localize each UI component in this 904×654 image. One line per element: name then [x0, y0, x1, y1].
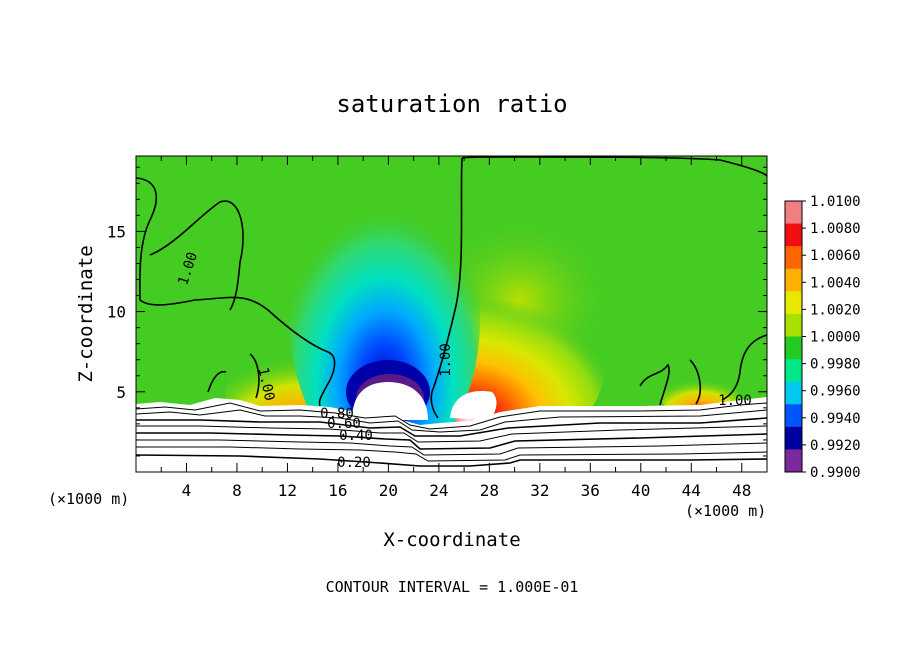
colorbar-swatch: [785, 223, 802, 247]
contour-1.00-upper-left: [136, 177, 336, 407]
contour-lines: [136, 156, 767, 467]
colorbar-swatch: [785, 313, 802, 337]
contour-labels: 1.00 1.00 1.00 1.00 0.80 0.60 0.40 0.20: [175, 250, 751, 471]
colorbar-swatch: [785, 268, 802, 292]
colorbar-swatch: [785, 336, 802, 360]
y-tick-label: 10: [107, 303, 126, 322]
colorbar-label: 0.9960: [810, 384, 861, 400]
y-axis-label: Z-coordinate: [75, 245, 97, 382]
contour-0.60: [136, 425, 767, 443]
colorbar: 1.0100 1.0080 1.0060 1.0040 1.0020 1.0000 0.99…: [784, 194, 861, 481]
contour-0.20: [136, 454, 767, 467]
colorbar-label: 1.0100: [810, 194, 861, 210]
contour-1.00-right-patch-2: [689, 359, 702, 405]
colorbar-swatch: [785, 291, 802, 315]
contour-1.00-hump: [149, 200, 244, 311]
contour-label: 0.20: [337, 455, 371, 471]
x-axis-ticks: 4 8 12 16 20 24 28 32 36 40 44 48: [160, 156, 751, 500]
colorbar-swatch: [785, 426, 802, 450]
x-tick-label: 48: [732, 481, 751, 500]
x-tick-label: 36: [581, 481, 600, 500]
contour-0.90: [136, 402, 767, 430]
colorbar-label: 0.9920: [810, 438, 861, 454]
y-tick-label: 5: [116, 383, 126, 402]
x-tick-label: 16: [328, 481, 347, 500]
plot-frame: [135, 155, 768, 473]
plume-hole: [352, 382, 428, 420]
y-axis-ticks: 5 10 15: [107, 166, 767, 457]
y-tick-label: 15: [107, 222, 126, 241]
colorbar-swatch: [785, 449, 802, 473]
x-axis-label: X-coordinate: [383, 529, 520, 551]
contour-0.40: [136, 439, 767, 456]
x-tick-label: 40: [631, 481, 650, 500]
x-unit-right: (×1000 m): [685, 502, 766, 520]
contour-label: 0.80: [320, 406, 354, 422]
contour-1.00-left-mid: [249, 353, 260, 399]
contour-1.00-center-down: [430, 157, 463, 419]
chart-title: saturation ratio: [336, 90, 567, 118]
contour-label: 1.00: [438, 343, 454, 377]
colorbar-label: 1.0040: [810, 275, 861, 291]
x-tick-label: 20: [379, 481, 398, 500]
contour-1.00-right: [721, 334, 767, 401]
colorbar-swatch: [785, 201, 802, 225]
plot-area: 1.00 1.00 1.00 1.00 0.80 0.60 0.40 0.20: [136, 156, 767, 472]
contour-0.70: [136, 417, 767, 437]
colorbar-label: 1.0060: [810, 248, 861, 264]
colorbar-swatch: [785, 359, 802, 383]
colorbar-label: 1.0000: [810, 330, 861, 346]
colorbar-label: 0.9940: [810, 411, 861, 427]
contour-label: 1.00: [255, 366, 278, 402]
contour-0.30: [136, 446, 767, 462]
contour-0.80: [136, 409, 767, 433]
x-tick-label: 24: [429, 481, 448, 500]
x-tick-label: 4: [182, 481, 192, 500]
x-tick-label: 44: [682, 481, 701, 500]
right-white-core: [450, 391, 497, 420]
colorbar-swatch: [785, 381, 802, 405]
contour-label: 0.40: [339, 428, 373, 444]
colorbar-label: 0.9980: [810, 357, 861, 373]
contour-interval-note: CONTOUR INTERVAL = 1.000E-01: [326, 578, 579, 596]
colorbar-swatch: [785, 246, 802, 270]
colorbar-label: 0.9900: [810, 465, 861, 481]
contour-1.00-right-patch: [639, 363, 670, 406]
colorbar-label: 1.0080: [810, 221, 861, 237]
x-tick-label: 8: [232, 481, 242, 500]
x-tick-label: 12: [278, 481, 297, 500]
x-unit-left: (×1000 m): [48, 490, 129, 508]
colorbar-swatch: [785, 404, 802, 428]
colorbar-label: 1.0020: [810, 302, 861, 318]
contour-label: 0.60: [327, 416, 361, 432]
x-tick-label: 32: [530, 481, 549, 500]
contour-1.00-center: [461, 156, 767, 177]
contour-1.00-left-low: [207, 370, 227, 393]
contour-label: 1.00: [718, 393, 752, 409]
x-tick-label: 28: [480, 481, 499, 500]
contour-0.50: [136, 432, 767, 450]
subsaturated-plume: [290, 170, 480, 470]
